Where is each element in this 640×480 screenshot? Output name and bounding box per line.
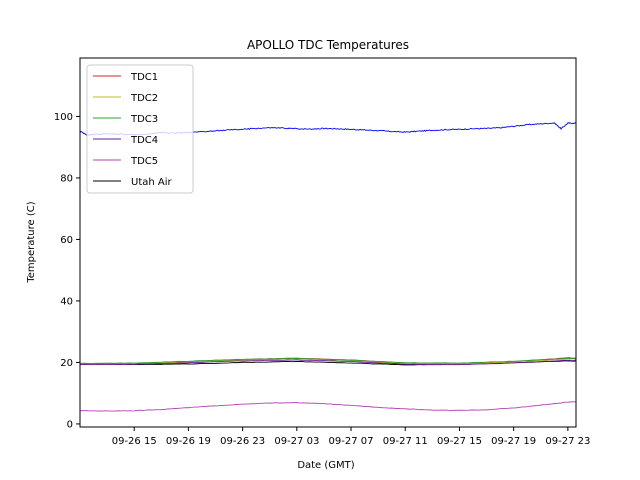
y-tick-label: 60 — [60, 235, 73, 246]
legend-label-utah-air: Utah Air — [131, 177, 173, 188]
y-tick-label: 0 — [67, 419, 73, 430]
series-line-tdc5 — [80, 401, 576, 412]
legend: TDC1 TDC2 TDC3 TDC4 TDC5 Utah Air — [86, 64, 194, 194]
x-tick-label: 09-27 15 — [437, 436, 482, 447]
x-axis-label: Date (GMT) — [297, 460, 354, 471]
legend-label-tdc4: TDC4 — [130, 135, 158, 146]
x-tick-label: 09-27 03 — [274, 436, 319, 447]
series-line-tdc4 — [80, 359, 576, 366]
x-tick-label: 09-26 23 — [220, 436, 265, 447]
x-tick-label: 09-26 15 — [112, 436, 157, 447]
x-tick-label: 09-27 23 — [545, 436, 590, 447]
x-tick-label: 09-27 11 — [383, 436, 428, 447]
y-tick-label: 20 — [60, 358, 73, 369]
x-tick-label: 09-27 07 — [329, 436, 374, 447]
legend-box — [86, 64, 194, 194]
x-axis: 09-26 15 09-26 19 09-26 23 09-27 03 09-27 07… — [112, 427, 590, 447]
y-tick-label: 40 — [60, 296, 73, 307]
chart-title: APOLLO TDC Temperatures — [247, 38, 409, 52]
legend-entries: TDC1 TDC2 TDC3 TDC4 TDC5 Utah Air — [93, 72, 173, 188]
x-tick-label: 09-27 19 — [491, 436, 536, 447]
plot-frame — [79, 57, 577, 428]
legend-label-tdc2: TDC2 — [130, 93, 158, 104]
legend-label-tdc3: TDC3 — [130, 114, 158, 125]
y-tick-label: 80 — [60, 173, 73, 184]
legend-label-tdc1: TDC1 — [130, 72, 158, 83]
x-tick-label: 09-26 19 — [166, 436, 211, 447]
legend-label-tdc5: TDC5 — [130, 156, 158, 167]
y-tick-label: 100 — [54, 112, 73, 123]
y-axis-label: Temperature (C) — [26, 201, 37, 283]
y-axis: 0 20 40 60 80 100 — [54, 112, 80, 430]
series-line-tdc3 — [80, 357, 576, 364]
